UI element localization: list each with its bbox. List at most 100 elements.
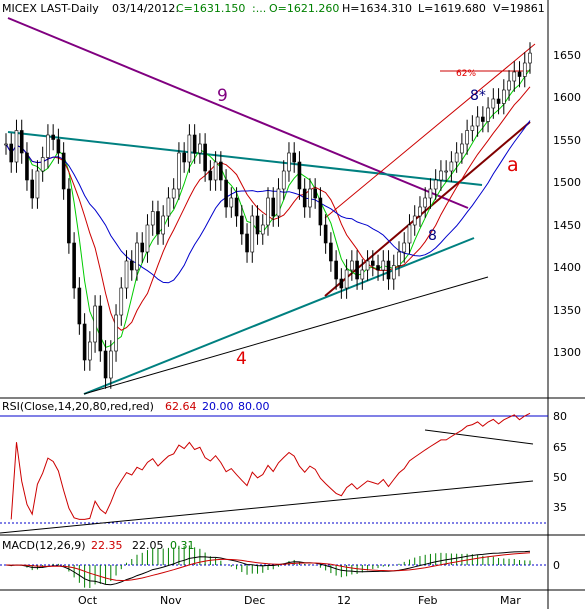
candle-body <box>103 350 108 379</box>
candle-body <box>344 269 349 289</box>
candle-body <box>72 242 76 289</box>
candle-body <box>365 260 370 271</box>
candle-body <box>67 188 71 244</box>
candle-body <box>213 161 218 181</box>
candle-body <box>287 152 291 172</box>
x-tick-dec: Dec <box>244 594 265 607</box>
candle-body <box>517 71 522 77</box>
header-close: C=1631.150 <box>176 2 245 15</box>
candle-body <box>25 152 29 181</box>
candle-body <box>51 134 55 140</box>
macd-value: 22.35 <box>91 539 123 552</box>
candle-body <box>381 260 386 271</box>
x-tick-nov: Nov <box>160 594 182 607</box>
candle-body <box>481 116 485 122</box>
candle-body <box>486 107 490 122</box>
candle-body <box>370 260 375 266</box>
candle-body <box>40 157 45 172</box>
candle-body <box>182 152 186 163</box>
candle-body <box>271 197 276 217</box>
wave-label-9: 9 <box>217 86 228 106</box>
candle-body <box>30 179 35 199</box>
candle-body <box>135 242 139 271</box>
candle-body <box>418 206 422 217</box>
candle-body <box>276 188 281 217</box>
candle-body <box>522 62 527 77</box>
candles <box>4 42 532 389</box>
price-panel-bg <box>0 0 585 398</box>
candle-body <box>187 134 192 163</box>
header-symbol: MICEX LAST-Daily <box>2 2 99 15</box>
candle-body <box>439 170 443 181</box>
rsi-tick-65: 65 <box>553 441 567 454</box>
candle-body <box>61 152 66 190</box>
candle-body <box>234 197 239 217</box>
candle-body <box>250 215 255 253</box>
trendline-channel-upper <box>324 43 536 219</box>
candle-body <box>496 98 501 104</box>
candle-body <box>14 130 19 163</box>
candle-body <box>150 211 155 226</box>
header-date: 03/14/2012: <box>112 2 179 15</box>
candle-body <box>339 278 344 289</box>
rsi-panel: RSI(Close,14,20,80,red,red) 62.64 20.00 … <box>0 400 567 534</box>
price-tick-1350: 1350 <box>553 304 581 317</box>
candle-body <box>161 215 165 235</box>
macd-hist: 0.31 <box>170 539 195 552</box>
wave-label-8star: 8* <box>470 88 486 104</box>
candle-body <box>145 224 150 253</box>
candle-body <box>245 233 249 253</box>
wave-label-8: 8 <box>428 228 437 244</box>
candle-body <box>402 242 407 253</box>
header-open: O=1621.260 <box>269 2 339 15</box>
trendline-purple <box>7 17 469 209</box>
candle-body <box>475 116 480 127</box>
rsi-upper: 80.00 <box>238 400 270 413</box>
candle-body <box>376 265 380 271</box>
candle-body <box>77 287 82 325</box>
macd-signal-line <box>5 552 531 582</box>
candle-body <box>412 215 417 226</box>
candle-body <box>297 161 302 190</box>
candle-body <box>334 260 338 280</box>
candle-body <box>313 188 317 199</box>
candle-body <box>260 224 265 235</box>
candle-body <box>177 152 181 190</box>
header-low: L=1619.680 <box>418 2 486 15</box>
candle-body <box>266 197 270 226</box>
wave-labels: 9 4 8 8* a 62% <box>217 69 519 369</box>
header-dots: :... <box>252 2 266 15</box>
price-tick-1550: 1550 <box>553 134 581 147</box>
rsi-trendline-upper <box>424 429 534 445</box>
candle-body <box>355 260 359 280</box>
candle-body <box>198 143 202 154</box>
candle-body <box>156 211 160 235</box>
rsi-tick-35: 35 <box>553 501 567 514</box>
candle-body <box>114 314 118 352</box>
candle-body <box>98 305 103 352</box>
macd-tick-0: 0 <box>553 559 560 572</box>
header: MICEX LAST-Daily 03/14/2012: C=1631.150 … <box>2 2 545 15</box>
candle-body <box>454 152 459 163</box>
price-tick-1450: 1450 <box>553 219 581 232</box>
candle-body <box>512 71 517 82</box>
candle-body <box>229 197 234 208</box>
candle-body <box>449 161 454 172</box>
candle-body <box>444 170 448 173</box>
macd-series-line <box>5 550 531 586</box>
candle-body <box>391 265 396 280</box>
candle-body <box>501 89 506 104</box>
candle-body <box>318 197 323 226</box>
candle-body <box>360 269 365 280</box>
candle-body <box>109 350 113 379</box>
rsi-lower: 20.00 <box>202 400 234 413</box>
candle-body <box>166 197 171 217</box>
candle-body <box>9 143 14 163</box>
candle-body <box>507 80 511 91</box>
candle-body <box>460 143 464 154</box>
candle-body <box>119 287 124 316</box>
price-tick-1500: 1500 <box>553 176 581 189</box>
x-tick-12: 12 <box>337 594 351 607</box>
candle-body <box>308 188 312 208</box>
